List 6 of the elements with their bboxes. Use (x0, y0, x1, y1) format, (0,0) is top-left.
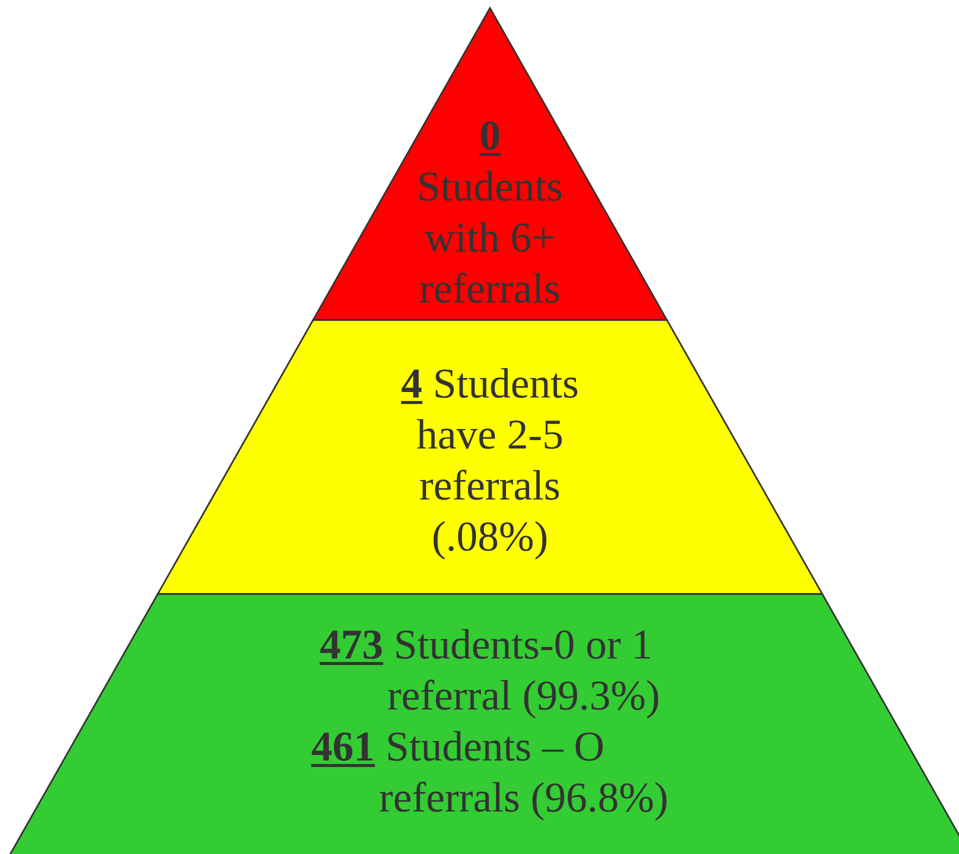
category-label: Students – O referrals (96.8%) (380, 731, 666, 821)
data-label: 473 (320, 630, 382, 659)
data-label: 461 (312, 732, 373, 761)
category-label: Students-0 or 1 referral (99.3%) (388, 629, 658, 719)
category-label: Students with 6+ referrals (420, 171, 562, 303)
data-label: 0 (481, 121, 500, 150)
